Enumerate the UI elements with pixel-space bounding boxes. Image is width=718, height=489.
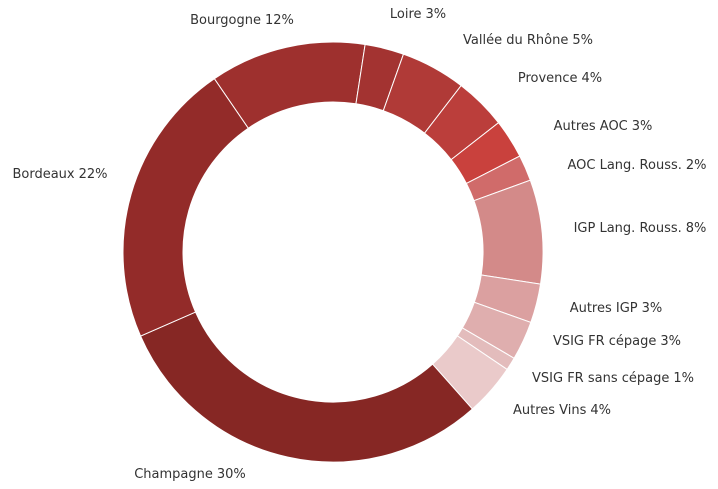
segment-label: Bourgogne 12% bbox=[190, 13, 294, 28]
segment-label: IGP Lang. Rouss. 8% bbox=[574, 221, 707, 236]
category-label: Vallée du Rhône bbox=[463, 33, 568, 48]
value-label: 4% bbox=[590, 403, 611, 418]
category-label: Bordeaux bbox=[12, 167, 74, 182]
value-label: 30% bbox=[217, 467, 246, 482]
segment-label: Provence 4% bbox=[518, 71, 602, 86]
donut-segment bbox=[139, 311, 474, 463]
category-label: IGP Lang. Rouss. bbox=[574, 221, 682, 236]
value-label: 22% bbox=[79, 167, 108, 182]
value-label: 12% bbox=[265, 13, 294, 28]
segment-label: Loire 3% bbox=[390, 7, 446, 22]
category-label: Autres Vins bbox=[513, 403, 587, 418]
category-label: Provence bbox=[518, 71, 578, 86]
donut-segment bbox=[122, 78, 249, 337]
segment-label: Champagne 30% bbox=[134, 467, 246, 482]
segment-label: Autres IGP 3% bbox=[570, 301, 663, 316]
value-label: 3% bbox=[426, 7, 447, 22]
category-label: VSIG FR sans cépage bbox=[532, 371, 669, 386]
segment-label: VSIG FR cépage 3% bbox=[553, 334, 681, 349]
category-label: Bourgogne bbox=[190, 13, 261, 28]
category-label: Autres AOC bbox=[554, 119, 628, 134]
value-label: 1% bbox=[673, 371, 694, 386]
value-label: 3% bbox=[660, 334, 681, 349]
segment-label: Autres Vins 4% bbox=[513, 403, 611, 418]
category-label: AOC Lang. Rouss. bbox=[567, 158, 681, 173]
value-label: 4% bbox=[582, 71, 603, 86]
category-label: Autres IGP bbox=[570, 301, 638, 316]
segment-label: Autres AOC 3% bbox=[554, 119, 653, 134]
segment-label: Bordeaux 22% bbox=[12, 167, 107, 182]
value-label: 3% bbox=[642, 301, 663, 316]
segment-label: Vallée du Rhône 5% bbox=[463, 33, 593, 48]
value-label: 3% bbox=[632, 119, 653, 134]
value-label: 8% bbox=[686, 221, 707, 236]
category-label: VSIG FR cépage bbox=[553, 334, 656, 349]
value-label: 5% bbox=[572, 33, 593, 48]
category-label: Loire bbox=[390, 7, 422, 22]
value-label: 2% bbox=[686, 158, 707, 173]
segment-label: VSIG FR sans cépage 1% bbox=[532, 371, 694, 386]
segment-label: AOC Lang. Rouss. 2% bbox=[567, 158, 706, 173]
category-label: Champagne bbox=[134, 467, 213, 482]
